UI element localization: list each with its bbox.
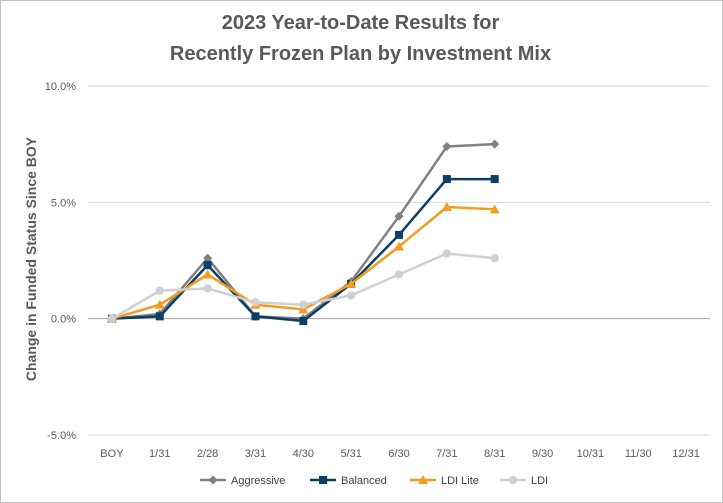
legend-swatch-marker xyxy=(208,475,218,485)
x-tick-label: BOY xyxy=(100,448,124,460)
x-axis-ticks: BOY 1/31 2/28 3/31 4/30 5/31 6/30 7/31 8/31 9/30 1… xyxy=(100,448,700,460)
legend-swatch-marker xyxy=(418,475,428,484)
data-point xyxy=(203,253,213,263)
series-aggressive xyxy=(107,139,500,324)
x-tick-label: 2/28 xyxy=(197,448,218,460)
y-axis-ticks: -5.0% 0.0% 5.0% 10.0% xyxy=(45,81,76,442)
series-layer xyxy=(106,139,500,325)
legend-label: Aggressive xyxy=(231,475,285,487)
gridlines xyxy=(88,85,710,436)
chart-title: 2023 Year-to-Date Results for Recently F… xyxy=(0,8,721,70)
legend-item: Aggressive xyxy=(200,475,285,487)
legend-item: Balanced xyxy=(310,475,387,487)
data-point xyxy=(346,291,356,300)
y-tick-label: 5.0% xyxy=(51,197,76,209)
data-point xyxy=(394,270,404,279)
data-point xyxy=(299,316,308,325)
data-point xyxy=(251,298,260,307)
data-point xyxy=(489,204,500,214)
data-point xyxy=(203,284,212,293)
x-tick-label: 1/31 xyxy=(149,448,170,460)
legend-label: LDI xyxy=(531,475,548,487)
legend-swatch-marker xyxy=(319,476,327,484)
data-point xyxy=(490,175,499,184)
data-point xyxy=(442,175,451,184)
legend-swatch-marker xyxy=(508,475,518,485)
x-tick-label: 5/31 xyxy=(340,448,361,460)
legend-item: LDI xyxy=(500,475,548,487)
x-tick-label: 10/31 xyxy=(577,448,605,460)
data-point xyxy=(490,253,499,263)
x-tick-label: 4/30 xyxy=(293,448,314,460)
x-tick-label: 8/31 xyxy=(484,448,505,460)
chart-title-line-1: 2023 Year-to-Date Results for xyxy=(221,12,500,34)
series-line xyxy=(111,142,495,320)
data-point xyxy=(155,312,164,321)
data-point xyxy=(154,299,165,309)
x-tick-label: 3/31 xyxy=(245,448,266,460)
y-tick-label: -5.0% xyxy=(47,430,76,442)
legend-label: LDI Lite xyxy=(441,475,479,487)
x-tick-label: 12/31 xyxy=(672,448,700,460)
x-tick-label: 6/30 xyxy=(388,448,409,460)
chart-title-line-2: Recently Frozen Plan by Investment Mix xyxy=(169,43,552,65)
y-axis-label: Change in Funded Status Since BOY xyxy=(23,136,39,381)
data-point xyxy=(299,300,308,309)
x-tick-label: 11/30 xyxy=(625,448,652,460)
data-point xyxy=(107,314,117,323)
data-point xyxy=(155,286,164,295)
data-point xyxy=(394,241,404,251)
series-ldi xyxy=(107,249,499,323)
x-tick-label: 9/30 xyxy=(532,448,553,460)
data-point xyxy=(251,312,260,321)
data-point xyxy=(203,261,212,270)
y-tick-label: 10.0% xyxy=(45,81,76,93)
data-point xyxy=(394,211,404,221)
legend: Aggressive Balanced LDI Lite LDI xyxy=(200,475,548,487)
data-point xyxy=(441,201,452,211)
data-point xyxy=(346,278,357,288)
data-point xyxy=(442,249,452,258)
data-point xyxy=(442,141,452,151)
legend-label: Balanced xyxy=(341,475,387,487)
data-point xyxy=(490,139,500,149)
y-tick-label: 0.0% xyxy=(51,314,76,326)
legend-item: LDI Lite xyxy=(410,475,479,487)
data-point xyxy=(202,269,213,279)
x-tick-label: 7/31 xyxy=(436,448,457,460)
data-point xyxy=(395,230,403,239)
